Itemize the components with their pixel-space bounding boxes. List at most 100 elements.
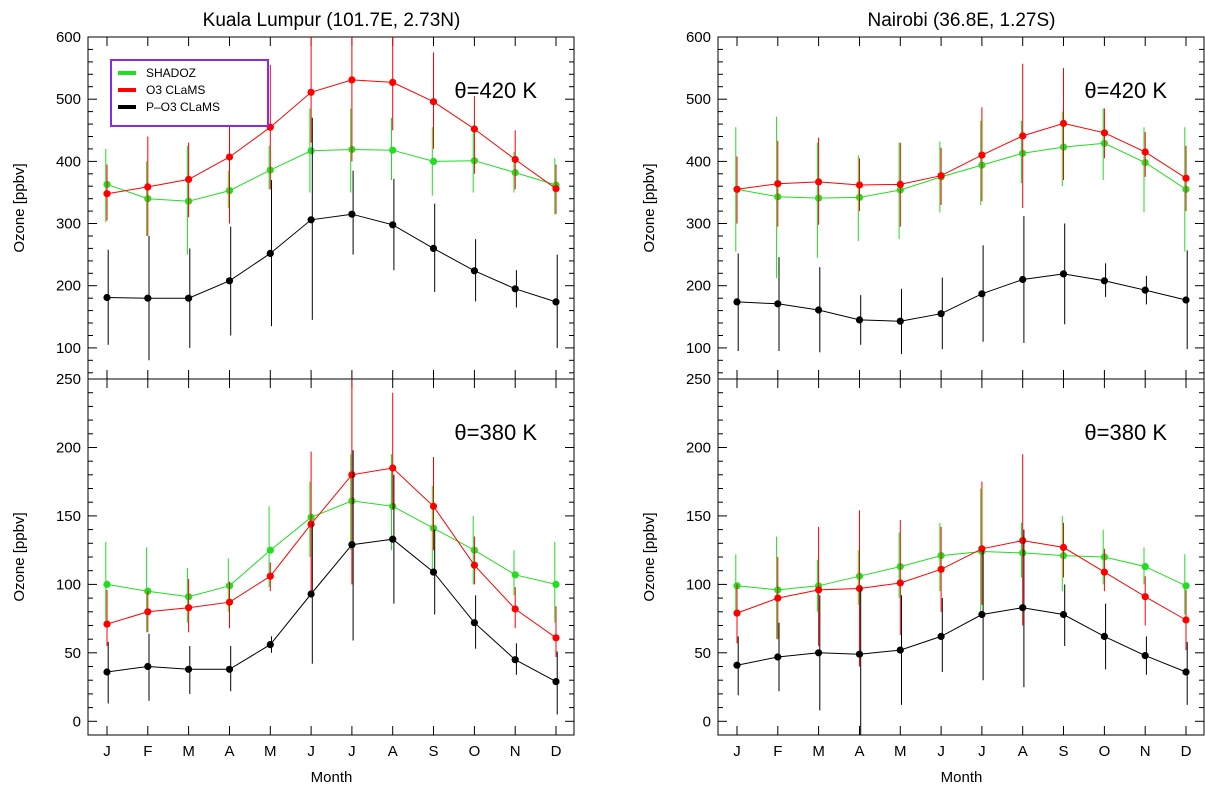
- data-point: [185, 665, 193, 673]
- series-line: [736, 142, 1187, 199]
- x-tick-label: A: [224, 743, 234, 760]
- series-line: [106, 538, 557, 683]
- data-point: [144, 294, 152, 302]
- data-point: [225, 277, 234, 285]
- data-point: [774, 180, 782, 188]
- data-point: [855, 181, 864, 189]
- data-point: [1059, 270, 1068, 278]
- x-tick-label: F: [143, 743, 152, 760]
- data-point: [389, 535, 397, 543]
- column-title: Kuala Lumpur (101.7E, 2.73N): [203, 10, 461, 31]
- data-point: [225, 665, 234, 673]
- x-tick-label: J: [937, 743, 945, 760]
- legend: SHADOZ O3 CLaMS P–O3 CLaMS: [110, 59, 269, 127]
- data-point: [552, 580, 560, 589]
- data-point: [511, 571, 519, 579]
- data-point: [511, 656, 519, 664]
- y-tick-label: 0: [73, 713, 81, 730]
- y-tick-label: 200: [56, 440, 81, 457]
- data-point: [389, 78, 397, 86]
- x-axis-label: Month: [311, 769, 353, 785]
- data-point: [348, 76, 356, 84]
- y-tick-label: 600: [56, 29, 81, 46]
- y-tick-label: 250: [686, 371, 711, 388]
- series-shadoz: [733, 488, 1190, 640]
- x-tick-label: J: [348, 743, 356, 760]
- series-line: [106, 500, 557, 598]
- y-tick-label: 250: [56, 371, 81, 388]
- data-point: [470, 561, 478, 569]
- y-tick-label: 500: [686, 91, 711, 108]
- series-p-o3-clams: [733, 216, 1190, 355]
- data-point: [348, 210, 356, 218]
- series-p-o3-clams: [103, 450, 560, 715]
- kl-380k-panel: 0 50 100 150 200 250 J F M A M J J A S O N D Month Ozone [p…: [11, 371, 575, 785]
- data-point: [103, 580, 111, 589]
- data-point: [1182, 582, 1190, 590]
- x-tick-label: M: [264, 743, 277, 760]
- data-point: [307, 216, 315, 224]
- data-point: [774, 300, 782, 308]
- data-point: [103, 293, 111, 302]
- data-point: [307, 88, 315, 96]
- legend-box: [110, 59, 269, 127]
- y-tick-label: 200: [686, 278, 711, 295]
- data-point: [552, 678, 560, 686]
- data-point: [978, 290, 986, 298]
- data-point: [855, 316, 864, 324]
- data-point: [144, 662, 152, 671]
- y-tick-label: 150: [686, 508, 711, 525]
- data-point: [978, 151, 986, 159]
- data-point: [1141, 148, 1149, 156]
- data-point: [307, 147, 315, 155]
- data-point: [470, 619, 478, 627]
- x-tick-label: S: [428, 743, 438, 760]
- x-tick-label: S: [1058, 743, 1068, 760]
- y-tick-label: 400: [56, 153, 81, 170]
- x-tick-label: J: [733, 743, 741, 760]
- data-point: [1019, 132, 1027, 140]
- theta-annotation: θ=380 K: [1084, 420, 1167, 445]
- data-point: [733, 185, 741, 193]
- series-line: [106, 467, 557, 639]
- data-point: [896, 579, 904, 587]
- y-tick-label: 300: [56, 216, 81, 233]
- x-tick-label: D: [1181, 743, 1192, 760]
- legend-label: O3 CLaMS: [146, 83, 205, 97]
- data-point: [978, 545, 986, 553]
- data-point: [815, 306, 823, 314]
- data-point: [937, 310, 945, 318]
- data-point: [103, 190, 111, 198]
- data-point: [1141, 563, 1149, 571]
- theta-annotation: θ=380 K: [454, 420, 537, 445]
- data-point: [815, 649, 823, 657]
- data-point: [1141, 286, 1149, 294]
- series-o3-clams: [733, 454, 1190, 667]
- y-tick-label: 200: [56, 278, 81, 295]
- data-point: [815, 586, 823, 594]
- data-point: [185, 175, 193, 183]
- y-tick-label: 100: [56, 576, 81, 593]
- series-o3-clams: [103, 37, 560, 236]
- data-point: [511, 285, 519, 293]
- x-tick-label: J: [103, 743, 111, 760]
- series-line: [736, 273, 1187, 322]
- data-point: [1141, 593, 1149, 601]
- data-point: [429, 98, 438, 106]
- data-point: [103, 620, 111, 628]
- data-point: [1182, 174, 1190, 182]
- data-point: [511, 155, 519, 164]
- x-tick-label: A: [854, 743, 864, 760]
- data-point: [144, 608, 152, 616]
- series-line: [106, 213, 557, 303]
- column-title: Nairobi (36.8E, 1.27S): [868, 10, 1056, 31]
- y-tick-label: 100: [56, 340, 81, 357]
- legend-label: SHADOZ: [146, 66, 196, 80]
- data-point: [815, 178, 823, 186]
- data-point: [103, 668, 111, 676]
- data-point: [348, 541, 356, 549]
- y-tick-label: 600: [686, 29, 711, 46]
- data-point: [855, 584, 864, 593]
- data-point: [144, 183, 152, 191]
